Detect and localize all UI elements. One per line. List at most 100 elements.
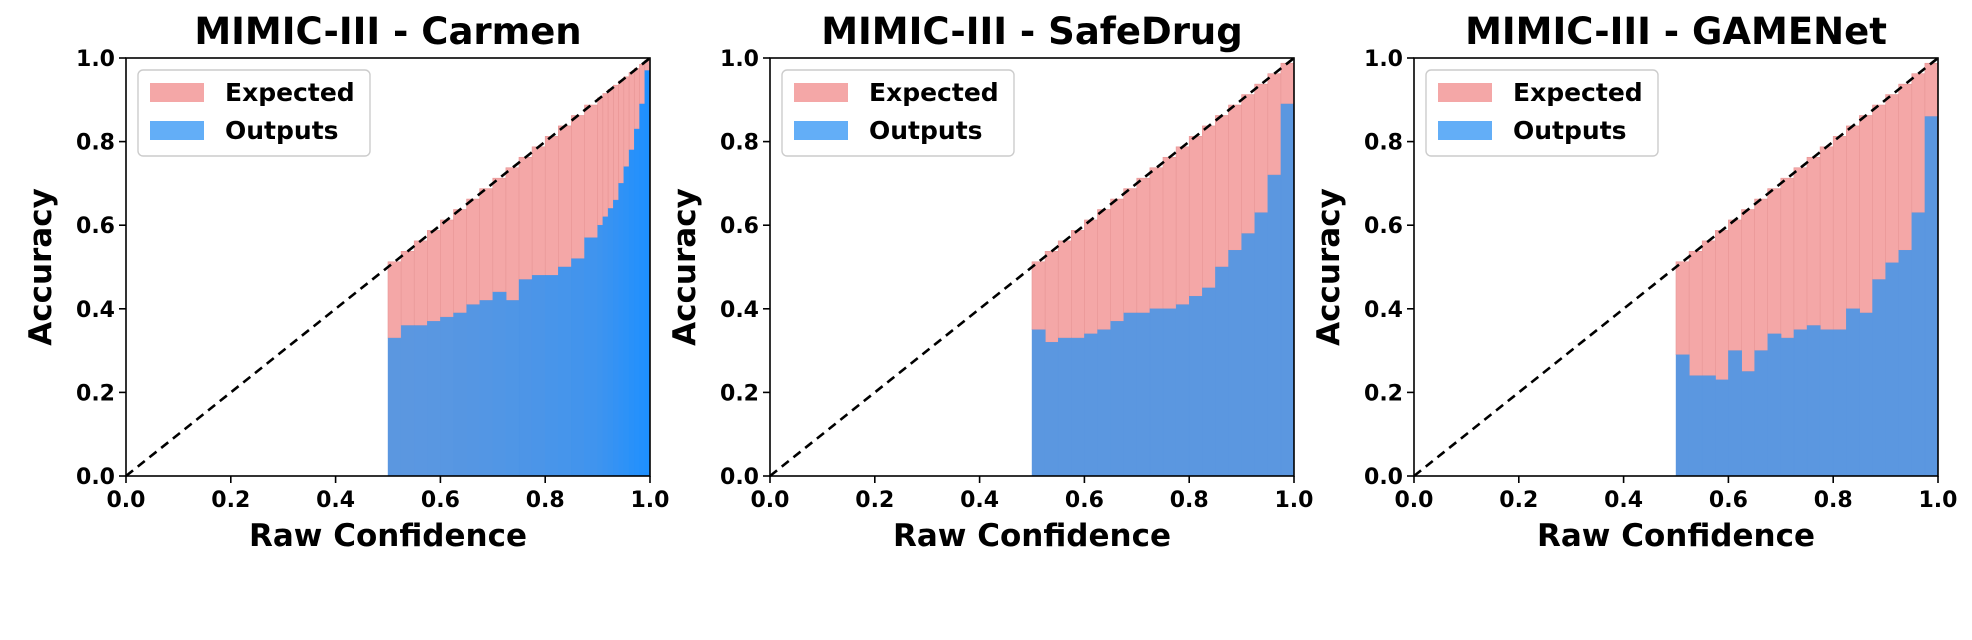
outputs-bar — [1149, 308, 1164, 476]
expected-bar — [387, 261, 402, 339]
legend-swatch — [794, 121, 848, 140]
x-tick-label: 0.6 — [1709, 488, 1748, 513]
outputs-bar — [466, 304, 481, 476]
outputs-bar — [1162, 308, 1177, 476]
outputs-bar — [1741, 371, 1756, 476]
y-tick-label: 1.0 — [76, 47, 115, 72]
expected-bar — [531, 146, 546, 276]
outputs-bar — [1084, 333, 1099, 476]
legend-label: Outputs — [1513, 116, 1627, 145]
outputs-bar — [1688, 375, 1703, 476]
outputs-bar — [440, 316, 454, 476]
outputs-bar — [1872, 279, 1887, 476]
expected-bar — [1228, 104, 1243, 251]
chart-title: MIMIC-III - SafeDrug — [821, 10, 1243, 53]
expected-bar — [1832, 136, 1847, 330]
expected-bar — [479, 188, 494, 301]
legend-swatch — [794, 83, 848, 102]
outputs-bar — [414, 325, 428, 476]
outputs-bar — [1701, 375, 1716, 476]
y-tick-label: 1.0 — [720, 47, 759, 72]
outputs-bar — [505, 300, 520, 476]
x-tick-label: 0.4 — [1604, 488, 1643, 513]
expected-bar — [413, 240, 428, 326]
chart-panel-2: 0.00.0 0.2 0.2 0.4 0.4 0.6 0.6 0.8 0.8 1.0 1.0 MIMI… — [667, 10, 1313, 554]
axes-frame — [1413, 57, 1939, 477]
outputs-bar — [1832, 329, 1847, 476]
expected-bar — [1872, 104, 1887, 280]
expected-bar — [518, 156, 533, 280]
legend: Expected Outputs — [781, 69, 1015, 157]
y-tick-label: 0.4 — [720, 298, 759, 323]
x-tick-label: 0.2 — [1499, 488, 1538, 513]
x-axis-label: Raw Confidence — [249, 518, 527, 554]
expected-bar — [1162, 156, 1177, 310]
x-tick-label: 0.6 — [421, 488, 460, 513]
x-tick-label: 1.0 — [1919, 488, 1958, 513]
x-tick-label: 0.8 — [526, 488, 565, 513]
outputs-bar — [1123, 312, 1138, 476]
expected-bar — [1280, 62, 1294, 105]
x-tick-label: 0.4 — [960, 488, 999, 513]
expected-bar — [1031, 261, 1046, 330]
y-tick-label: 0.6 — [1364, 214, 1403, 239]
legend: Expected Outputs — [1425, 69, 1659, 157]
legend: Expected Outputs — [137, 69, 371, 157]
expected-bar — [1767, 188, 1782, 335]
outputs-bar — [1280, 103, 1294, 476]
y-axis-label: Accuracy — [1311, 188, 1347, 346]
expected-bar — [623, 76, 630, 167]
legend-label: Expected — [225, 78, 355, 107]
outputs-bar — [1202, 287, 1216, 476]
outputs-bar — [1228, 250, 1243, 476]
outputs-bar — [1715, 379, 1729, 476]
perfect-calibration-line — [1413, 56, 1939, 478]
y-tick-label: 0.0 — [720, 465, 759, 490]
outputs-bar — [545, 275, 559, 476]
expected-bar — [1136, 177, 1151, 314]
outputs-bar — [1057, 337, 1072, 476]
expected-bar — [597, 97, 604, 226]
x-tick-label: 0.6 — [1065, 488, 1104, 513]
outputs-bar — [1885, 262, 1900, 476]
chart-panel-1: 0.00.0 0.2 0.2 0.4 0.4 0.6 0.6 0.8 0.8 1.0 1.0 MIMI… — [23, 10, 669, 554]
chart-panel-3: 0.00.0 0.2 0.2 0.4 0.4 0.6 0.6 0.8 0.8 1.0 1.0 MIMI… — [1311, 10, 1957, 554]
outputs-bar — [1793, 329, 1808, 476]
y-tick-label: 0.4 — [76, 298, 115, 323]
expected-bar — [1044, 251, 1059, 343]
outputs-bar — [1267, 174, 1282, 476]
x-axis-label: Raw Confidence — [1537, 518, 1815, 554]
expected-bar — [1202, 125, 1217, 289]
outputs-bar — [492, 291, 507, 476]
expected-bar — [571, 115, 586, 259]
expected-bar — [607, 89, 614, 209]
expected-bar — [1898, 83, 1913, 251]
outputs-bar — [613, 199, 620, 476]
outputs-bar — [387, 337, 402, 476]
expected-bar — [453, 209, 468, 314]
outputs-bar — [1254, 212, 1269, 476]
expected-bar — [557, 125, 572, 268]
outputs-bar — [623, 166, 630, 476]
y-tick-label: 0.8 — [76, 131, 115, 156]
expected-bar — [618, 80, 625, 184]
expected-bar — [1175, 146, 1190, 305]
y-tick-label: 0.2 — [1364, 381, 1403, 406]
outputs-bar — [639, 103, 646, 476]
outputs-bar — [602, 216, 609, 476]
y-tick-label: 0.0 — [1364, 465, 1403, 490]
outputs-bar — [531, 275, 546, 476]
expected-bar — [1885, 94, 1900, 264]
x-tick-label: 1.0 — [631, 488, 670, 513]
expected-bar — [1741, 209, 1756, 372]
expected-bar — [1241, 94, 1256, 234]
y-tick-label: 0.2 — [720, 381, 759, 406]
y-tick-label: 0.6 — [76, 214, 115, 239]
outputs-bar — [1110, 321, 1125, 476]
expected-bar — [1215, 115, 1230, 268]
expected-bar — [1846, 125, 1861, 310]
x-tick-label: 0.0 — [1395, 488, 1434, 513]
y-tick-label: 0.6 — [720, 214, 759, 239]
expected-bar — [1859, 115, 1874, 314]
bars-group — [1675, 62, 1938, 476]
